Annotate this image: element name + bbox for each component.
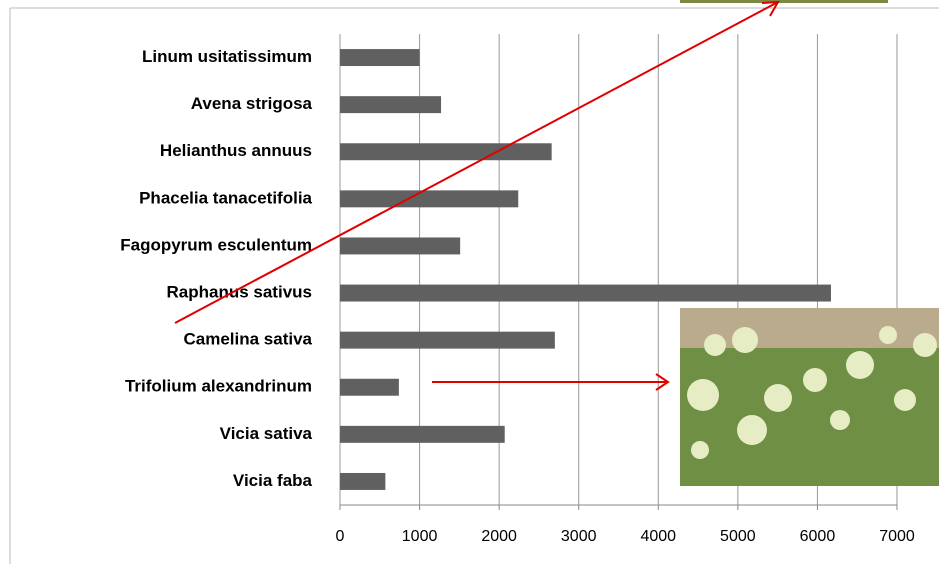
bar	[340, 473, 385, 490]
bar	[340, 426, 505, 443]
x-tick-label: 1000	[402, 528, 438, 545]
bar	[340, 285, 831, 302]
y-tick-label: Helianthus annuus	[160, 141, 312, 160]
clover-photo	[680, 308, 939, 486]
y-tick-label: Vicia sativa	[220, 424, 313, 443]
x-tick-label: 6000	[800, 528, 836, 545]
bar	[340, 332, 555, 349]
y-tick-label: Trifolium alexandrinum	[125, 377, 312, 396]
y-tick-label: Avena strigosa	[191, 94, 313, 113]
y-tick-label: Fagopyrum esculentum	[120, 235, 312, 254]
top-photo	[680, 0, 888, 3]
x-tick-label: 0	[336, 528, 345, 545]
x-tick-label: 2000	[481, 528, 517, 545]
y-tick-label: Camelina sativa	[183, 330, 312, 349]
bar	[340, 96, 441, 113]
bar	[340, 237, 460, 254]
bar	[340, 190, 518, 207]
x-tick-label: 3000	[561, 528, 597, 545]
bar	[340, 379, 399, 396]
chart: 0 1000 2000 3000 4000 5000 6000 7000 Linum usita…	[0, 0, 939, 564]
y-tick-label: Linum usitatissimum	[142, 47, 312, 66]
x-tick-label: 5000	[720, 528, 756, 545]
y-tick-label: Vicia faba	[233, 471, 313, 490]
bar	[340, 49, 420, 66]
page: {"chart_data": {"type": "bar", "orientat…	[0, 0, 939, 564]
bar	[340, 143, 552, 160]
x-tick-label: 4000	[640, 528, 676, 545]
x-tick-label: 7000	[879, 528, 915, 545]
y-tick-label: Phacelia tanacetifolia	[139, 188, 312, 207]
y-tick-label: Raphanus sativus	[167, 283, 313, 302]
